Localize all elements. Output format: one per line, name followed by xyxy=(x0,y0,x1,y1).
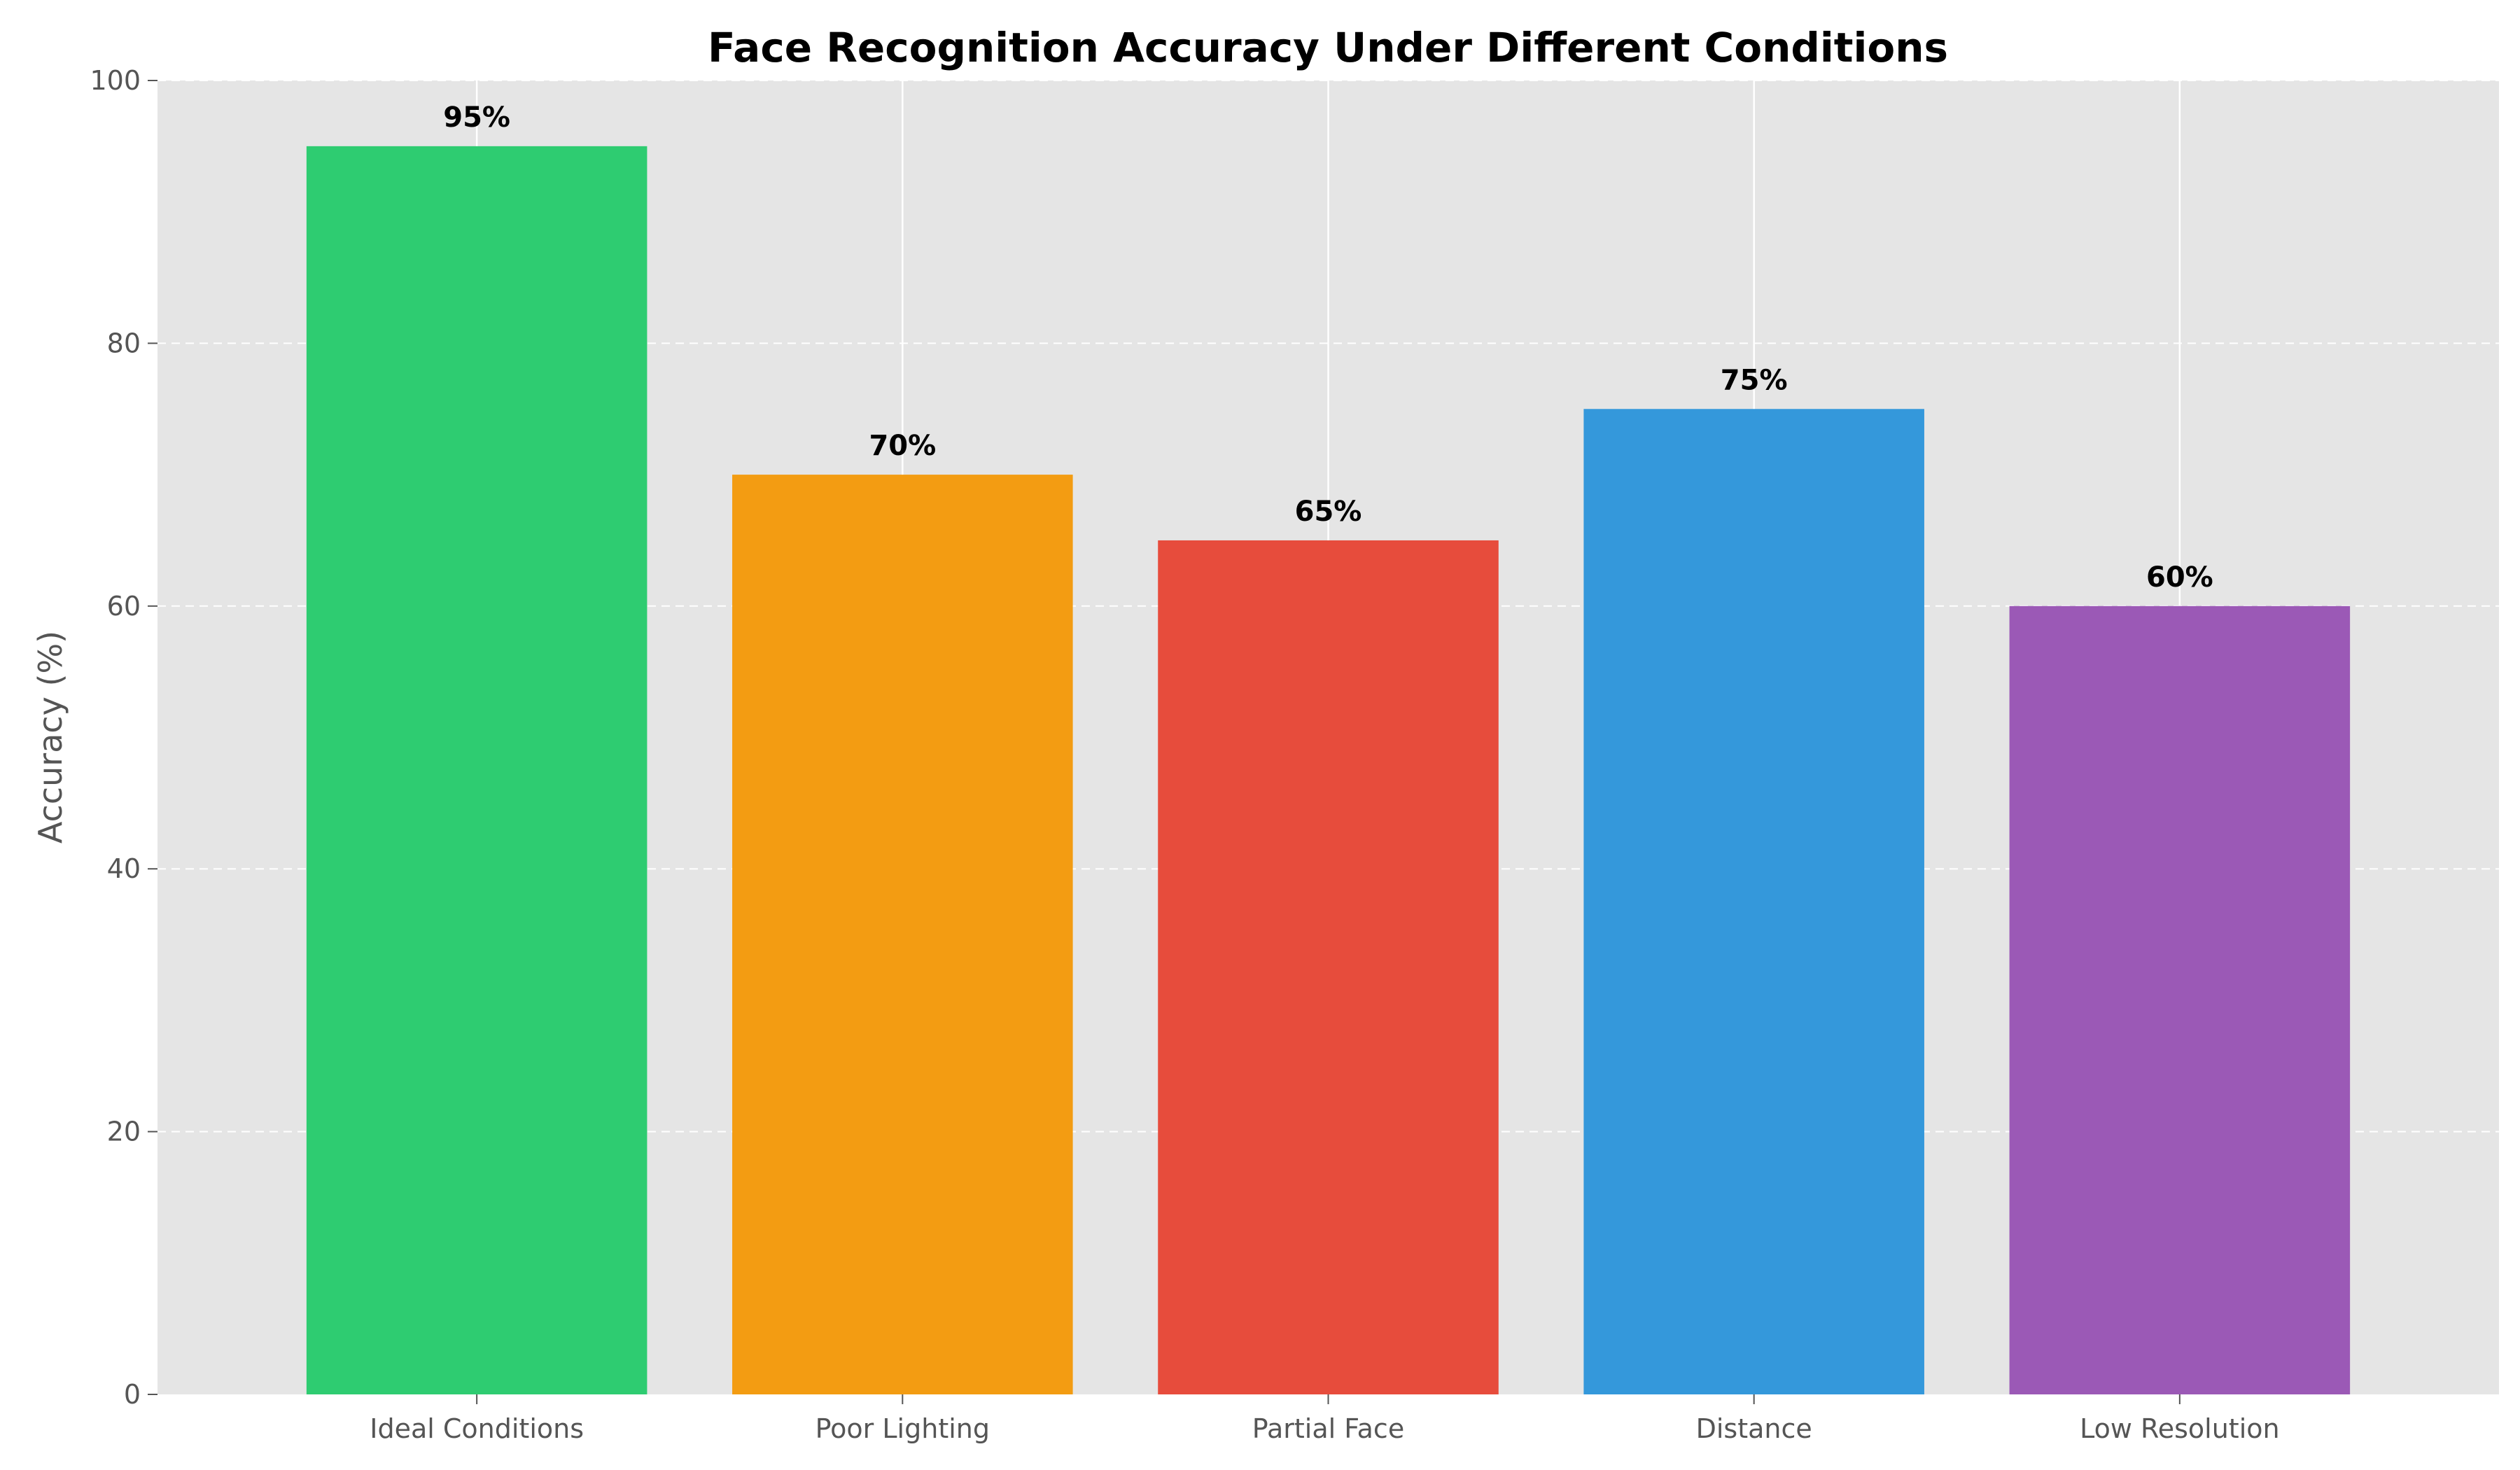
x-axis: Ideal Conditions Poor Lighting Partial Fac… xyxy=(370,1394,2280,1444)
bar-distance xyxy=(1583,409,1924,1394)
bar-ideal-conditions xyxy=(306,146,648,1395)
y-tick-label: 80 xyxy=(107,328,141,358)
data-label: 70% xyxy=(869,430,936,462)
y-tick-label: 60 xyxy=(107,591,141,622)
y-tick-label: 40 xyxy=(107,853,141,884)
x-tick-label: Ideal Conditions xyxy=(370,1413,584,1444)
y-tick-label: 20 xyxy=(107,1116,141,1147)
x-tick-label: Poor Lighting xyxy=(816,1413,990,1444)
bars xyxy=(306,146,2351,1395)
data-label: 95% xyxy=(443,102,510,134)
y-tick-label: 100 xyxy=(90,65,141,96)
bar-low-resolution xyxy=(2009,606,2351,1394)
data-label: 75% xyxy=(1721,364,1788,396)
x-tick-label: Distance xyxy=(1696,1413,1812,1444)
x-tick-label: Partial Face xyxy=(1252,1413,1404,1444)
y-axis-label: Accuracy (%) xyxy=(31,631,69,844)
bar-partial-face xyxy=(1158,540,1499,1395)
bar-poor-lighting xyxy=(732,475,1073,1394)
x-tick-label: Low Resolution xyxy=(2080,1413,2279,1444)
y-tick-label: 0 xyxy=(124,1379,141,1410)
chart-title: Face Recognition Accuracy Under Differen… xyxy=(708,24,1948,71)
data-label: 65% xyxy=(1295,496,1362,528)
y-axis: 0 20 40 60 80 100 xyxy=(90,65,158,1410)
data-labels: 95% 70% 65% 75% 60% xyxy=(443,102,2213,594)
data-label: 60% xyxy=(2146,561,2213,594)
